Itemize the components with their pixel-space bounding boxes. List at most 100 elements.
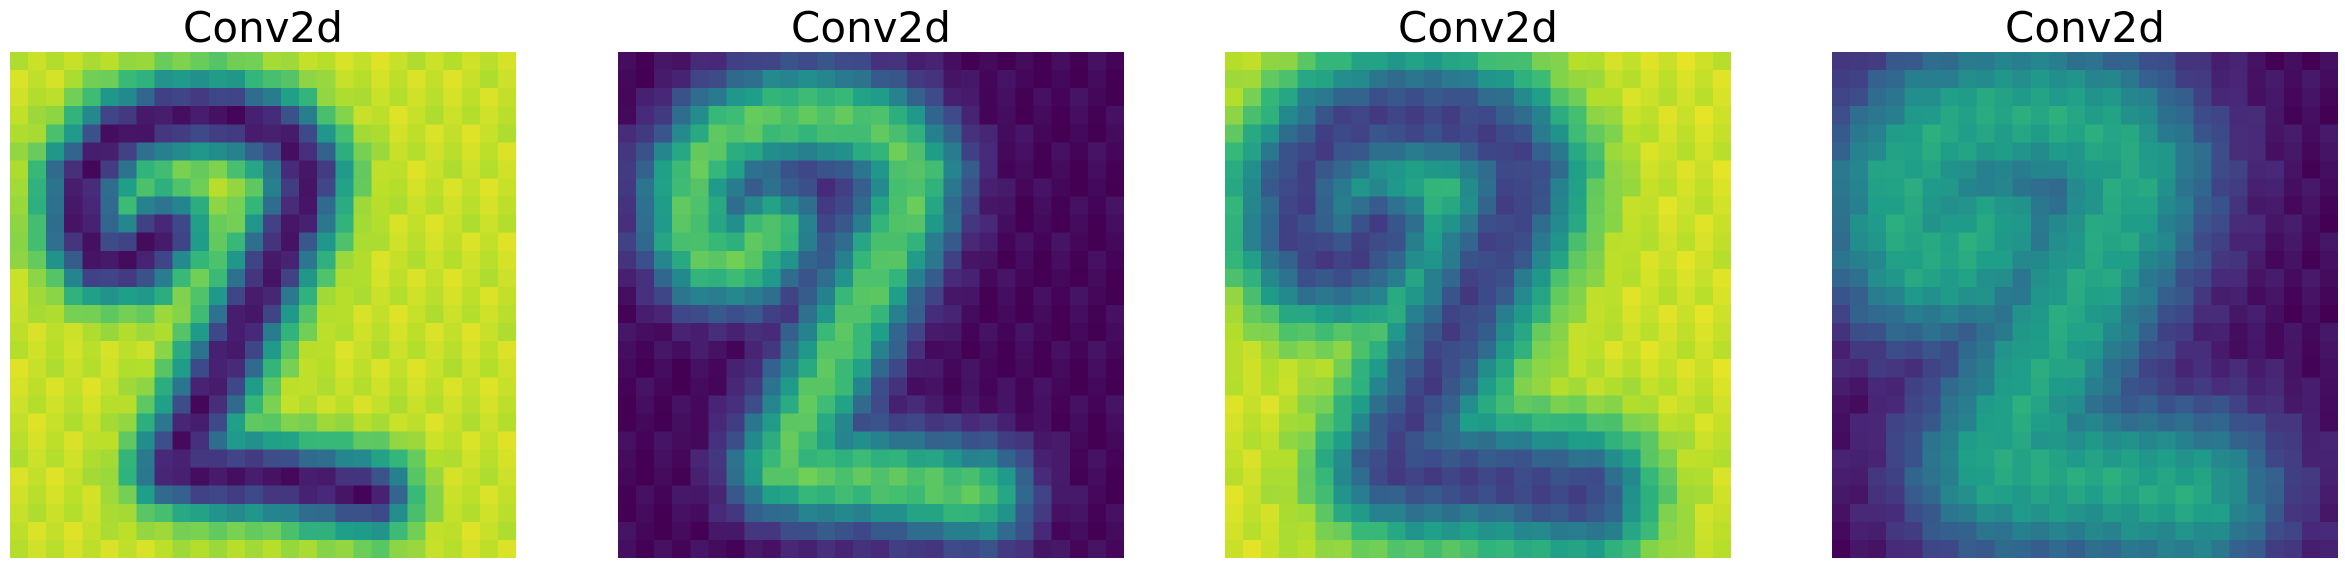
heatmap-cell: [1369, 539, 1389, 558]
heatmap-cell: [317, 485, 336, 505]
heatmap-cell: [226, 88, 246, 107]
heatmap-cell: [1904, 106, 1923, 125]
heatmap-cell: [1886, 341, 1905, 360]
heatmap-cell: [636, 485, 655, 505]
heatmap-cell: [1904, 142, 1923, 161]
heatmap-cell: [1922, 286, 1941, 306]
heatmap-cell: [1514, 449, 1533, 469]
heatmap-cell: [226, 521, 246, 541]
heatmap-cell: [979, 341, 998, 360]
heatmap-cell: [335, 232, 354, 252]
heatmap-cell: [1243, 232, 1262, 252]
heatmap-cell: [1904, 70, 1923, 89]
heatmap-cell: [2030, 52, 2050, 71]
heatmap-cell: [389, 124, 408, 143]
heatmap-cell: [1832, 449, 1851, 469]
heatmap-cell: [726, 395, 745, 414]
heatmap-cell: [1568, 413, 1587, 432]
heatmap-cell: [889, 106, 908, 125]
heatmap-cell: [961, 232, 980, 252]
heatmap-cell: [618, 178, 637, 197]
heatmap-cell: [299, 305, 318, 324]
heatmap-cell: [852, 124, 872, 143]
heatmap-cell: [1279, 377, 1298, 396]
heatmap-cell: [2193, 341, 2212, 360]
heatmap-cell: [82, 106, 101, 125]
heatmap-cell: [1279, 250, 1298, 270]
heatmap-cell: [834, 106, 854, 125]
heatmap-cell: [1033, 377, 1053, 396]
heatmap-cell: [816, 503, 836, 523]
heatmap-cell: [479, 52, 499, 71]
heatmap-cell: [834, 268, 854, 288]
heatmap-cell: [1459, 160, 1479, 179]
heatmap-cell: [389, 395, 408, 414]
heatmap-cell: [2066, 52, 2086, 71]
heatmap-cell: [2121, 467, 2140, 487]
heatmap-cell: [636, 124, 655, 143]
heatmap-cell: [943, 268, 962, 288]
heatmap-cell: [780, 88, 800, 107]
heatmap-cell: [2066, 268, 2086, 288]
heatmap-cell: [353, 106, 372, 125]
heatmap-cell: [118, 503, 137, 523]
heatmap-cell: [172, 485, 192, 505]
heatmap-cell: [443, 395, 463, 414]
heatmap-cell: [744, 196, 763, 216]
heatmap-cell: [979, 232, 998, 252]
heatmap-cell: [1850, 359, 1869, 378]
heatmap-cell: [1297, 359, 1316, 378]
heatmap-cell: [10, 268, 29, 288]
heatmap-cell: [353, 250, 372, 270]
heatmap-cell: [353, 70, 372, 89]
heatmap-cell: [1604, 503, 1623, 523]
heatmap-cell: [100, 232, 119, 252]
heatmap-cell: [997, 52, 1016, 71]
heatmap-cell: [1279, 232, 1298, 252]
heatmap-cell: [1315, 268, 1334, 288]
heatmap-cell: [744, 52, 763, 71]
heatmap-cell: [2247, 88, 2267, 107]
heatmap-cell: [1315, 395, 1334, 414]
heatmap-cell: [407, 377, 427, 396]
heatmap-cell: [1225, 341, 1244, 360]
heatmap-cell: [1994, 521, 2014, 541]
heatmap-cell: [2157, 106, 2176, 125]
heatmap-cell: [1676, 124, 1696, 143]
heatmap-cell: [1568, 124, 1587, 143]
heatmap-cell: [2319, 467, 2338, 487]
heatmap-cell: [1315, 449, 1334, 469]
heatmap-cell: [64, 178, 83, 197]
heatmap-cell: [10, 431, 29, 450]
heatmap-cell: [1922, 142, 1941, 161]
heatmap-cell: [335, 449, 354, 469]
heatmap-cell: [1976, 377, 1996, 396]
heatmap-cell: [317, 503, 336, 523]
heatmap-cell: [46, 431, 65, 450]
heatmap-cell: [208, 323, 228, 342]
heatmap-cell: [2030, 377, 2050, 396]
heatmap-cell: [353, 214, 372, 234]
heatmap-cell: [1586, 196, 1605, 216]
heatmap-cell: [1976, 106, 1996, 125]
heatmap-cell: [1423, 521, 1443, 541]
heatmap-cell: [726, 178, 745, 197]
heatmap-cell: [154, 503, 174, 523]
heatmap-cell: [425, 160, 445, 179]
heatmap-cell: [1243, 377, 1262, 396]
heatmap-cell: [299, 413, 318, 432]
heatmap-cell: [1459, 467, 1479, 487]
heatmap-cell: [1676, 395, 1696, 414]
heatmap-cell: [1015, 70, 1035, 89]
heatmap-cell: [118, 178, 137, 197]
heatmap-cell: [1532, 395, 1551, 414]
heatmap-cell: [762, 124, 782, 143]
heatmap-cell: [2211, 431, 2230, 450]
heatmap-cell: [2157, 359, 2176, 378]
heatmap-cell: [118, 88, 137, 107]
heatmap-cell: [1622, 503, 1642, 523]
heatmap-cell: [1658, 214, 1678, 234]
heatmap-cell: [2121, 250, 2140, 270]
heatmap-cell: [244, 449, 264, 469]
heatmap-cell: [1832, 124, 1851, 143]
